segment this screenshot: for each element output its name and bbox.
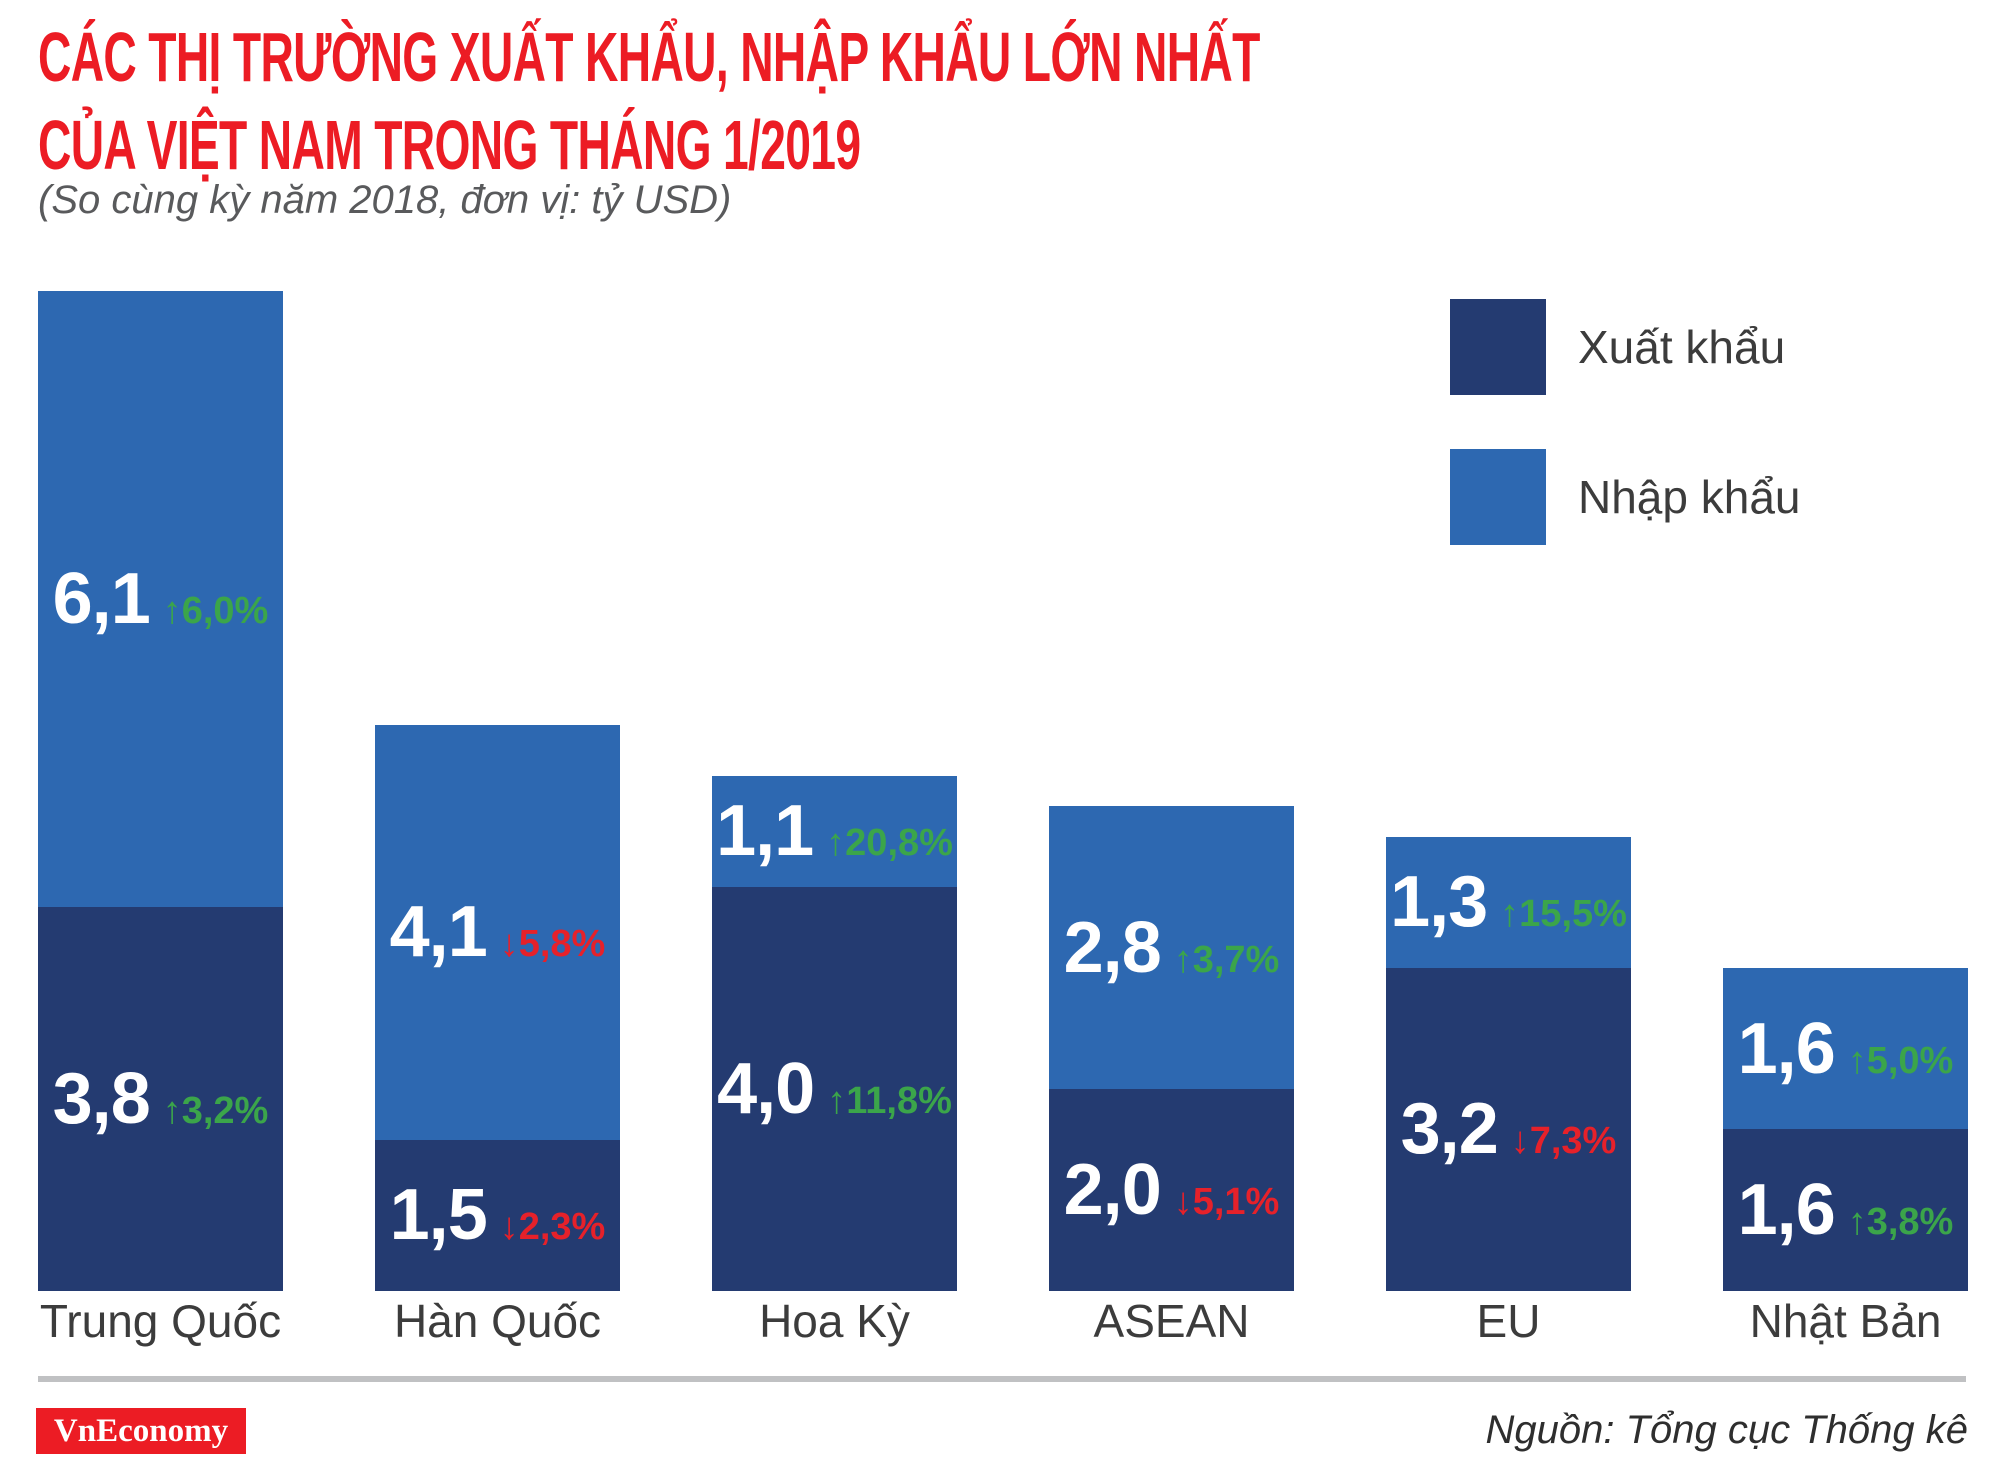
bar-segment-import-hoa-ky: 1,1 ↑20,8%: [712, 775, 957, 887]
bar-eu: 1,3 ↑15,5% 3,2 ↓7,3%: [1386, 836, 1631, 1291]
value-label-export: 3,2: [1400, 1089, 1499, 1170]
vneconomy-logo-text: VnEconomy: [53, 1412, 229, 1449]
category-label-nhat-ban: Nhật Bản: [1749, 1295, 1942, 1347]
bar-segment-import-han-quoc: 4,1 ↓5,8%: [375, 725, 620, 1140]
arrow-down-icon-change-label: ↓7,3%: [1510, 1120, 1617, 1163]
segment-label-row: 2,0 ↓5,1%: [1064, 1154, 1280, 1226]
value-label-export: 4,0: [717, 1049, 815, 1129]
segment-label-row: 3,2 ↓7,3%: [1401, 1093, 1617, 1165]
arrow-up-icon-change-label: ↑5,0%: [1847, 1039, 1954, 1082]
bar-nhat-ban: 1,6 ↑5,0% 1,6 ↑3,8%: [1723, 967, 1968, 1291]
arrow-up-icon-change-label: ↑3,8%: [1847, 1201, 1954, 1244]
bar-trung-quoc: 6,1 ↑6,0% 3,8 ↑3,2%: [38, 291, 283, 1291]
source-credit: Nguồn: Tổng cục Thống kê: [1485, 1408, 1968, 1452]
vneconomy-logo: VnEconomy: [36, 1408, 246, 1454]
arrow-up-icon-change-label: ↑20,8%: [826, 822, 953, 865]
category-label-eu: EU: [1476, 1295, 1541, 1347]
bar-segment-export-nhat-ban: 1,6 ↑3,8%: [1723, 1129, 1968, 1291]
category-label-asean: ASEAN: [1093, 1295, 1250, 1347]
segment-label-row: 1,5 ↓2,3%: [390, 1179, 606, 1251]
segment-label-row: 1,3 ↑15,5%: [1390, 866, 1627, 938]
segment-label-row: 2,8 ↑3,7%: [1064, 912, 1280, 984]
arrow-down-icon-change-label: ↓5,8%: [499, 923, 606, 966]
bar-segment-export-asean: 2,0 ↓5,1%: [1049, 1089, 1294, 1291]
bar-segment-import-trung-quoc: 6,1 ↑6,0%: [38, 291, 283, 908]
value-label-export: 1,6: [1737, 1170, 1836, 1251]
bar-segment-export-han-quoc: 1,5 ↓2,3%: [375, 1139, 620, 1291]
bar-hoa-ky: 1,1 ↑20,8% 4,0 ↑11,8%: [712, 775, 957, 1291]
segment-label-row: 4,0 ↑11,8%: [717, 1053, 952, 1125]
arrow-up-icon-change-label: ↑6,0%: [162, 590, 269, 633]
legend-label-import: Nhập khẩu: [1578, 471, 1801, 523]
arrow-down-icon-change-label: ↓2,3%: [499, 1206, 606, 1249]
bar-segment-import-nhat-ban: 1,6 ↑5,0%: [1723, 967, 1968, 1130]
segment-label-row: 1,6 ↑5,0%: [1738, 1013, 1954, 1085]
segment-label-row: 3,8 ↑3,2%: [53, 1063, 269, 1135]
segment-label-row: 1,1 ↑20,8%: [716, 795, 953, 867]
bar-segment-import-asean: 2,8 ↑3,7%: [1049, 806, 1294, 1089]
value-label-export: 2,0: [1063, 1150, 1162, 1230]
legend-swatch-export: [1450, 299, 1546, 395]
segment-label-row: 1,6 ↑3,8%: [1738, 1174, 1954, 1246]
footer-divider: [38, 1376, 1966, 1382]
bar-segment-export-hoa-ky: 4,0 ↑11,8%: [712, 887, 957, 1291]
segment-label-row: 6,1 ↑6,0%: [53, 563, 269, 635]
category-label-han-quoc: Hàn Quốc: [393, 1295, 602, 1347]
arrow-up-icon-change-label: ↑11,8%: [827, 1080, 952, 1122]
bar-segment-export-eu: 3,2 ↓7,3%: [1386, 967, 1631, 1291]
category-label-trung-quoc: Trung Quốc: [39, 1295, 282, 1347]
bar-segment-import-eu: 1,3 ↑15,5%: [1386, 836, 1631, 968]
bar-asean: 2,8 ↑3,7% 2,0 ↓5,1%: [1049, 806, 1294, 1291]
chart-title-line1: CÁC THỊ TRƯỜNG XUẤT KHẨU, NHẬP KHẨU LỚN …: [38, 18, 1260, 96]
value-label-import: 1,3: [1390, 862, 1488, 943]
segment-label-row: 4,1 ↓5,8%: [390, 896, 606, 968]
value-label-export: 3,8: [52, 1059, 151, 1140]
category-label-hoa-ky: Hoa Kỳ: [759, 1295, 910, 1347]
arrow-up-icon-change-label: ↑3,2%: [162, 1090, 269, 1133]
value-label-import: 2,8: [1063, 907, 1162, 988]
value-label-export: 1,5: [389, 1175, 488, 1256]
legend-swatch-import: [1450, 449, 1546, 545]
value-label-import: 1,6: [1737, 1008, 1836, 1089]
chart-area: 6,1 ↑6,0% 3,8 ↑3,2% 4,1 ↓5,8% 1,5 ↓2,3% 1,1 ↑20,8…: [38, 291, 1968, 1291]
arrow-down-icon-change-label: ↓5,1%: [1173, 1181, 1280, 1223]
value-label-import: 1,1: [716, 791, 814, 872]
legend-label-export: Xuất khẩu: [1578, 321, 1786, 373]
chart-title-line2: CỦA VIỆT NAM TRONG THÁNG 1/2019: [38, 106, 861, 184]
arrow-up-icon-change-label: ↑3,7%: [1173, 938, 1280, 981]
bar-han-quoc: 4,1 ↓5,8% 1,5 ↓2,3%: [375, 725, 620, 1291]
bar-segment-export-trung-quoc: 3,8 ↑3,2%: [38, 907, 283, 1291]
chart-subtitle: (So cùng kỳ năm 2018, đơn vị: tỷ USD): [38, 178, 732, 222]
value-label-import: 4,1: [389, 892, 488, 973]
arrow-up-icon-change-label: ↑15,5%: [1500, 893, 1627, 936]
value-label-import: 6,1: [52, 559, 151, 640]
